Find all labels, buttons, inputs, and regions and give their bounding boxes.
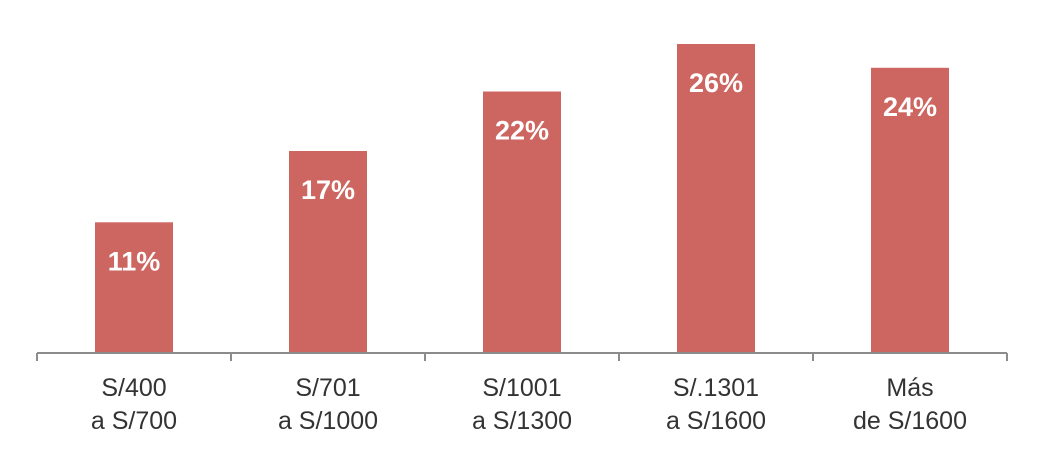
category-label: S/400	[101, 374, 166, 402]
bar-value-label: 17%	[301, 175, 355, 205]
category-label: a S/700	[91, 407, 177, 435]
category-labels-group: S/400 a S/700 S/701 a S/1000 S/1001 a S/1300 S…	[91, 374, 967, 435]
x-axis	[36, 352, 1008, 361]
category-label: S/1001	[482, 374, 561, 402]
bar-value-label: 22%	[495, 116, 549, 146]
bar-value-label: 11%	[108, 246, 161, 276]
bar	[871, 67, 949, 354]
bar-value-label: 26%	[689, 68, 743, 98]
category-label: S/701	[295, 374, 360, 402]
category-label: a S/1600	[666, 407, 766, 435]
bar	[95, 222, 173, 353]
category-label: a S/1000	[278, 407, 378, 435]
value-labels-group: 11% 17% 22% 26% 24%	[108, 68, 937, 276]
category-label: S/.1301	[673, 374, 759, 402]
bar-value-label: 24%	[883, 92, 937, 122]
category-label: de S/1600	[853, 407, 967, 435]
bars-group	[95, 44, 949, 354]
bar	[483, 91, 561, 353]
bar	[289, 151, 367, 353]
category-label: a S/1300	[472, 407, 572, 435]
category-label: Más	[886, 374, 933, 402]
bar	[677, 44, 755, 353]
